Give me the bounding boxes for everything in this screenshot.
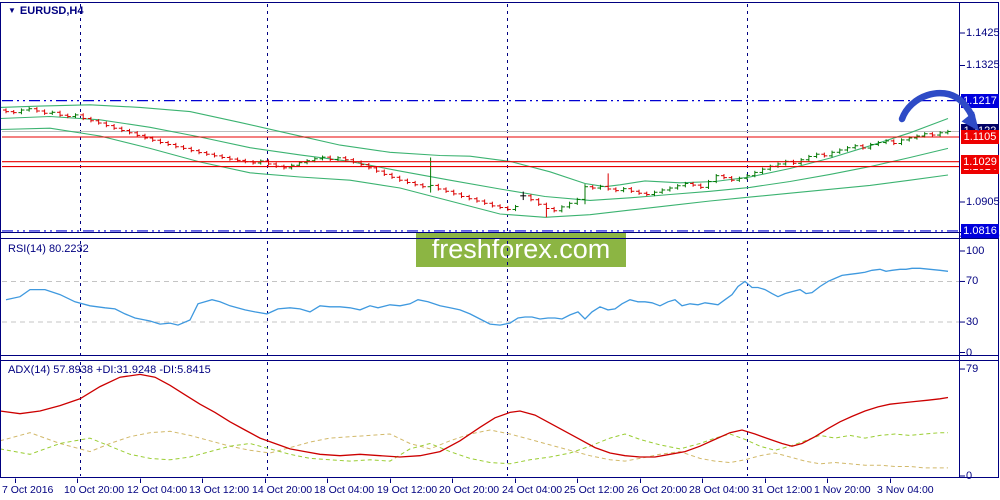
chart-shift-icon: ▼ bbox=[8, 6, 16, 15]
time-axis-label: 26 Oct 20:00 bbox=[627, 484, 688, 496]
time-axis-label: 14 Oct 20:00 bbox=[252, 484, 313, 496]
time-axis-label: 7 Oct 2016 bbox=[2, 484, 54, 496]
symbol-title-label: EURUSD,H4 bbox=[19, 5, 84, 17]
adx-scale-label: 0 bbox=[966, 470, 973, 482]
price-level-badge: 1.0816 bbox=[961, 223, 999, 238]
time-axis-label: 12 Oct 04:00 bbox=[127, 484, 188, 496]
time-axis-label: 10 Oct 20:00 bbox=[64, 484, 125, 496]
adx-indicator-label: ADX(14) 57.8938 +DI:31.9248 -DI:5.8415 bbox=[8, 364, 211, 376]
time-axis-label: 20 Oct 20:00 bbox=[439, 484, 500, 496]
time-axis-label: 24 Oct 04:00 bbox=[502, 484, 563, 496]
price-level-badge: 1.1029 bbox=[961, 154, 999, 169]
rsi-scale-label: 70 bbox=[966, 275, 979, 288]
rsi-indicator-label: RSI(14) 80.2232 bbox=[8, 243, 89, 255]
symbol-title: ▼ EURUSD,H4 bbox=[8, 5, 84, 17]
rsi-scale-label: 100 bbox=[966, 245, 985, 257]
time-axis-label: 13 Oct 12:00 bbox=[189, 484, 250, 496]
price-level-badge: 1.1105 bbox=[961, 130, 999, 144]
time-axis-label: 19 Oct 12:00 bbox=[377, 484, 438, 496]
rsi-scale-label: 30 bbox=[966, 316, 979, 329]
adx-scale-label: 79 bbox=[966, 363, 979, 376]
time-axis-label: 18 Oct 04:00 bbox=[314, 484, 375, 496]
time-axis-label: 31 Oct 12:00 bbox=[752, 484, 813, 496]
price-scale-label: 1.0905 bbox=[966, 195, 1000, 208]
panel-separator[interactable] bbox=[0, 232, 960, 239]
price-scale-label: 1.1425 bbox=[966, 26, 1000, 39]
time-axis-label: 25 Oct 12:00 bbox=[564, 484, 625, 496]
rsi-scale-label: 0 bbox=[966, 346, 973, 359]
time-axis-label: 28 Oct 04:00 bbox=[689, 484, 750, 496]
price-level-badge: 1.1217 bbox=[961, 93, 999, 108]
panel-separator[interactable] bbox=[0, 355, 960, 362]
time-axis-label: 1 Nov 20:00 bbox=[814, 484, 871, 496]
price-scale-label: 1.1325 bbox=[966, 59, 1000, 71]
time-axis-label: 3 Nov 04:00 bbox=[877, 484, 934, 496]
